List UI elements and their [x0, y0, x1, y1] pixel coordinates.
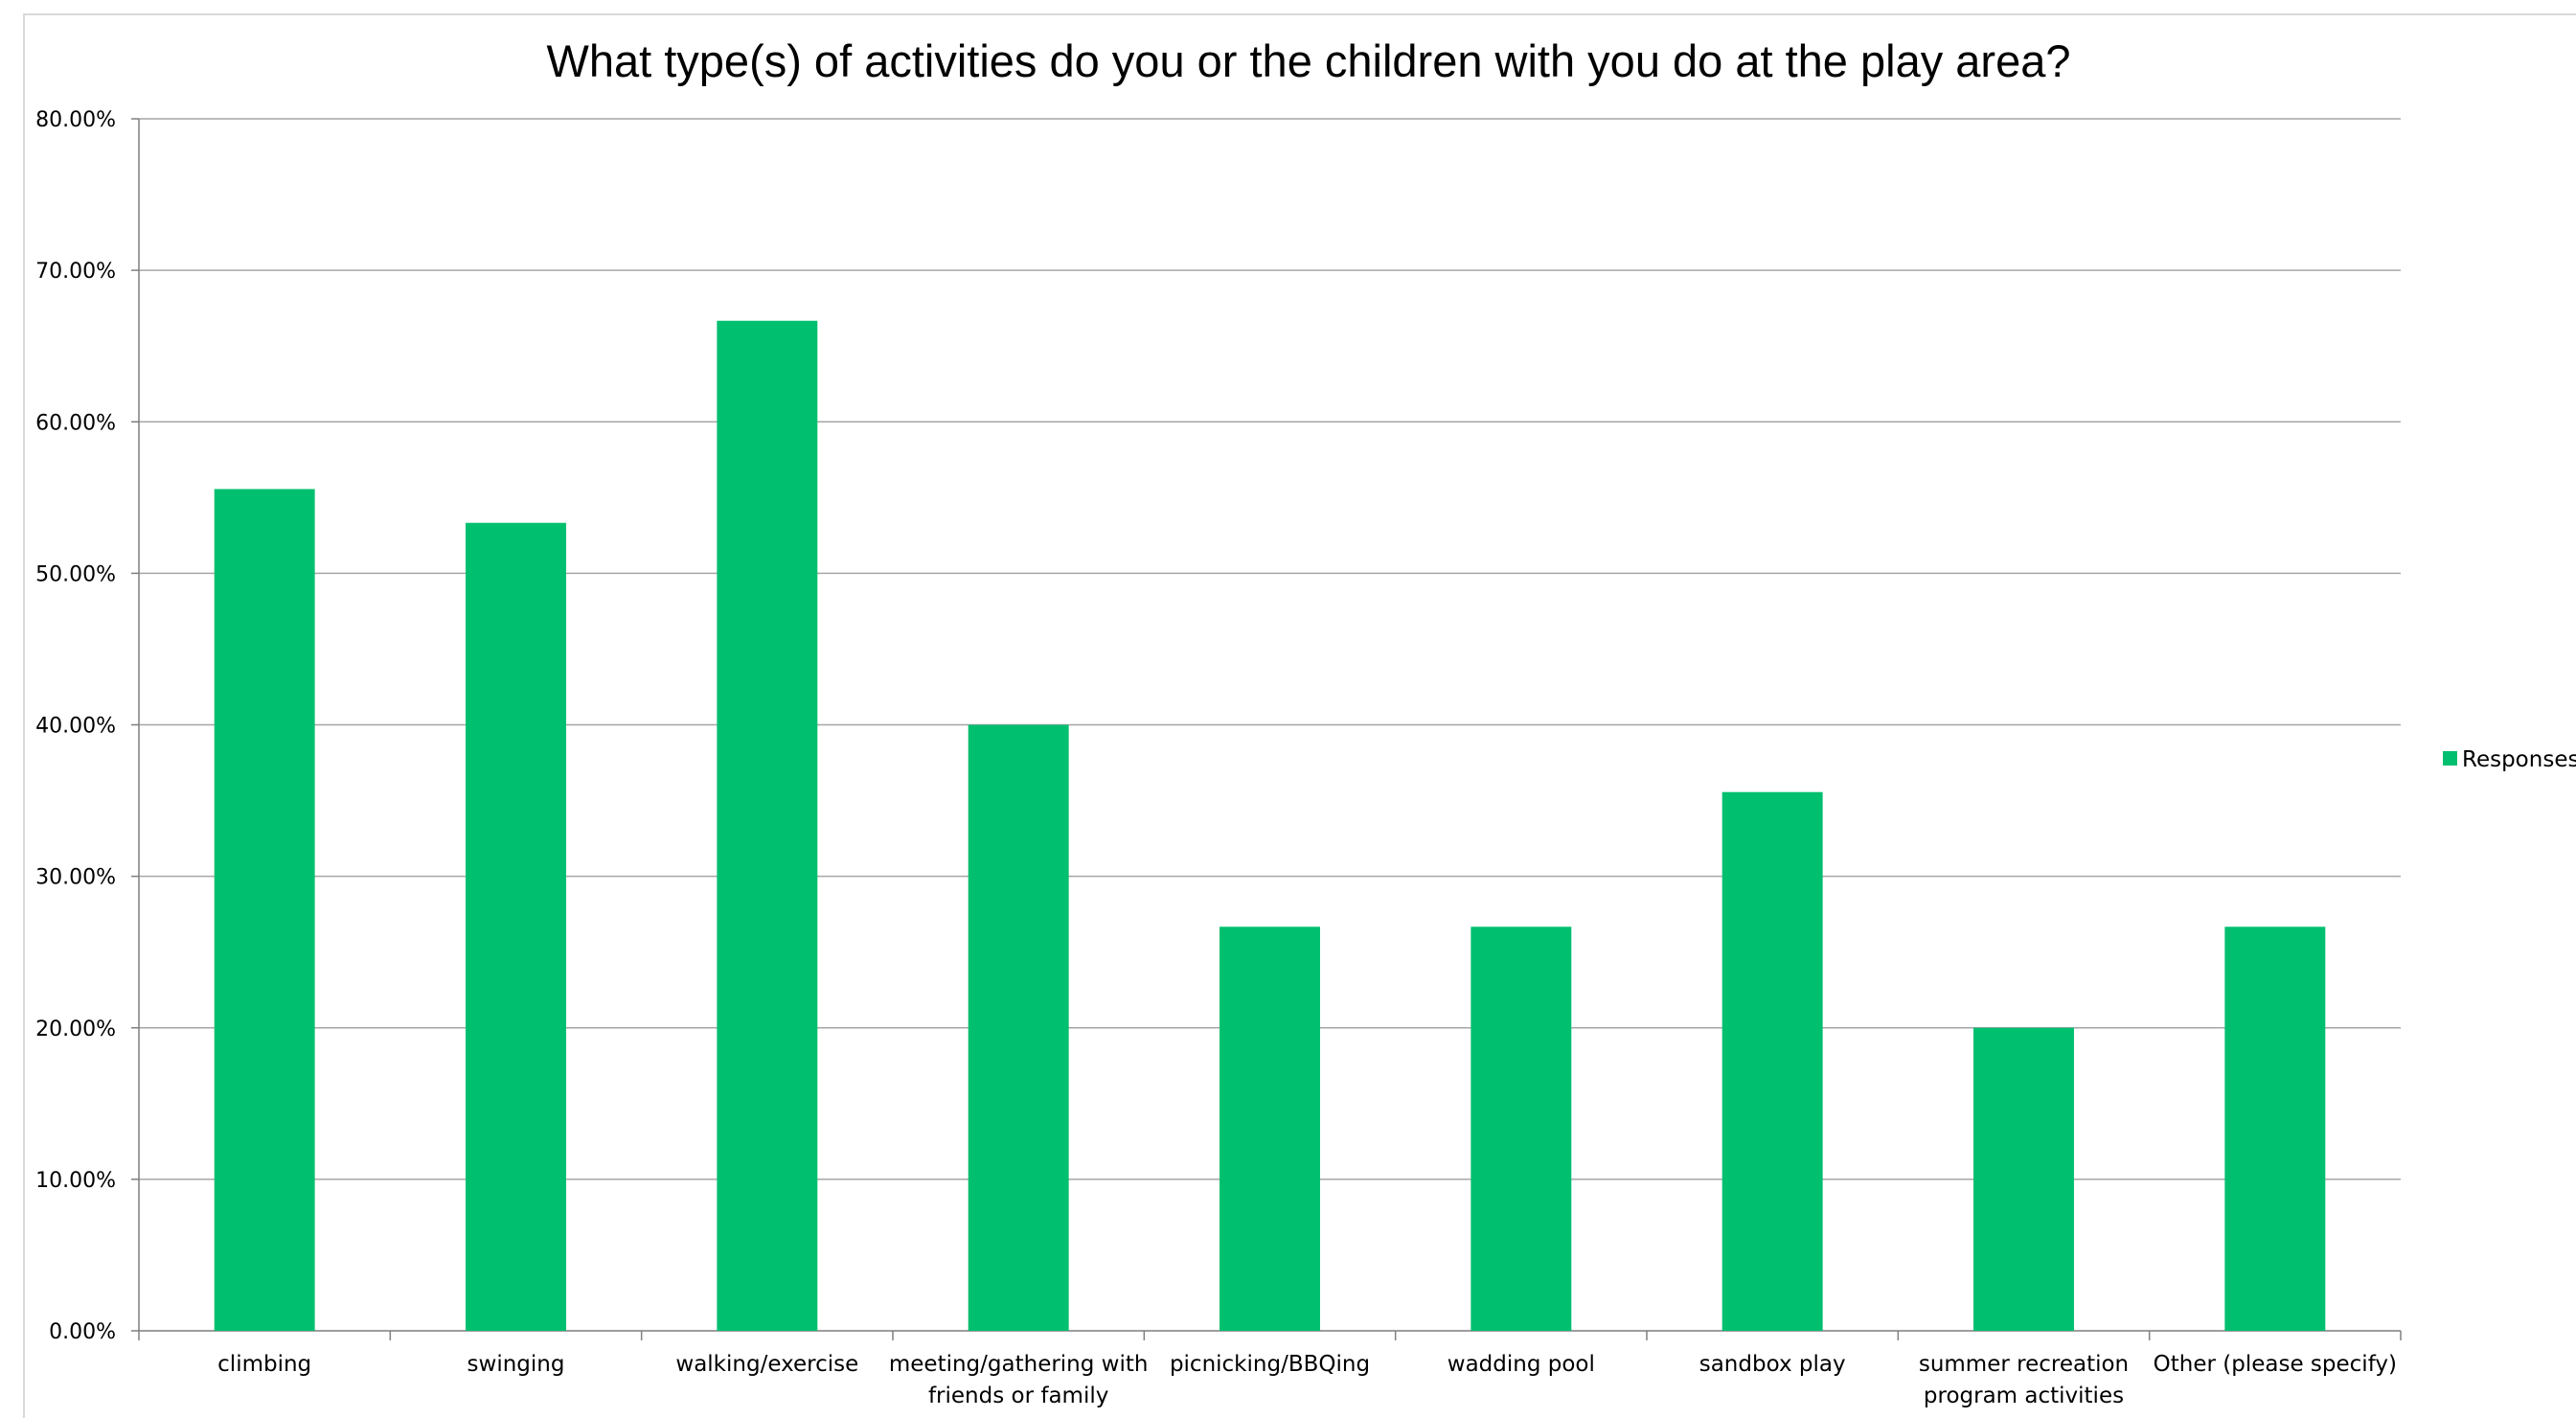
y-tick-label: 10.00% [35, 1169, 116, 1193]
x-axis-category-labels: climbing swinging walking/exercise meeting/… [217, 1352, 2397, 1408]
y-tick-label: 80.00% [35, 108, 116, 132]
x-category-label: wadding pool [1448, 1352, 1595, 1377]
legend-swatch-responses [2443, 751, 2457, 766]
bar [466, 522, 566, 1331]
bar [1973, 1027, 2074, 1331]
y-tick-label: 40.00% [35, 715, 116, 739]
bar [968, 724, 1069, 1331]
y-tick-label: 60.00% [35, 411, 116, 435]
y-tick-label: 50.00% [35, 562, 116, 586]
legend-label-responses: Responses [2462, 747, 2576, 772]
x-category-label: Other (please specify) [2154, 1352, 2397, 1377]
x-category-label: meeting/gathering with friends or family [889, 1352, 1149, 1408]
bar [1721, 791, 1823, 1331]
y-tick-label: 20.00% [35, 1018, 116, 1041]
bar [2224, 926, 2326, 1331]
chart-frame [23, 13, 2576, 1418]
bar [717, 320, 818, 1331]
x-category-label: walking/exercise [675, 1352, 858, 1377]
x-category-label: summer recreation program activities [1919, 1352, 2129, 1408]
y-tick-label: 70.00% [35, 260, 116, 284]
bar [1220, 926, 1320, 1331]
y-tick-label: 0.00% [49, 1320, 116, 1344]
chart-title: What type(s) of activities do you or the… [546, 35, 2070, 86]
legend: Responses [2443, 747, 2576, 772]
bars [214, 320, 2326, 1331]
x-category-label: swinging [467, 1352, 565, 1377]
y-tick-label: 30.00% [35, 866, 116, 890]
bar [214, 489, 315, 1331]
x-category-label: sandbox play [1699, 1352, 1846, 1377]
bar [1470, 926, 1572, 1331]
x-category-label: picnicking/BBQing [1170, 1352, 1370, 1377]
x-category-label: climbing [217, 1352, 311, 1377]
y-axis-tick-labels: 0.00% 10.00% 20.00% 30.00% 40.00% 50.00% 60.00… [35, 108, 116, 1344]
